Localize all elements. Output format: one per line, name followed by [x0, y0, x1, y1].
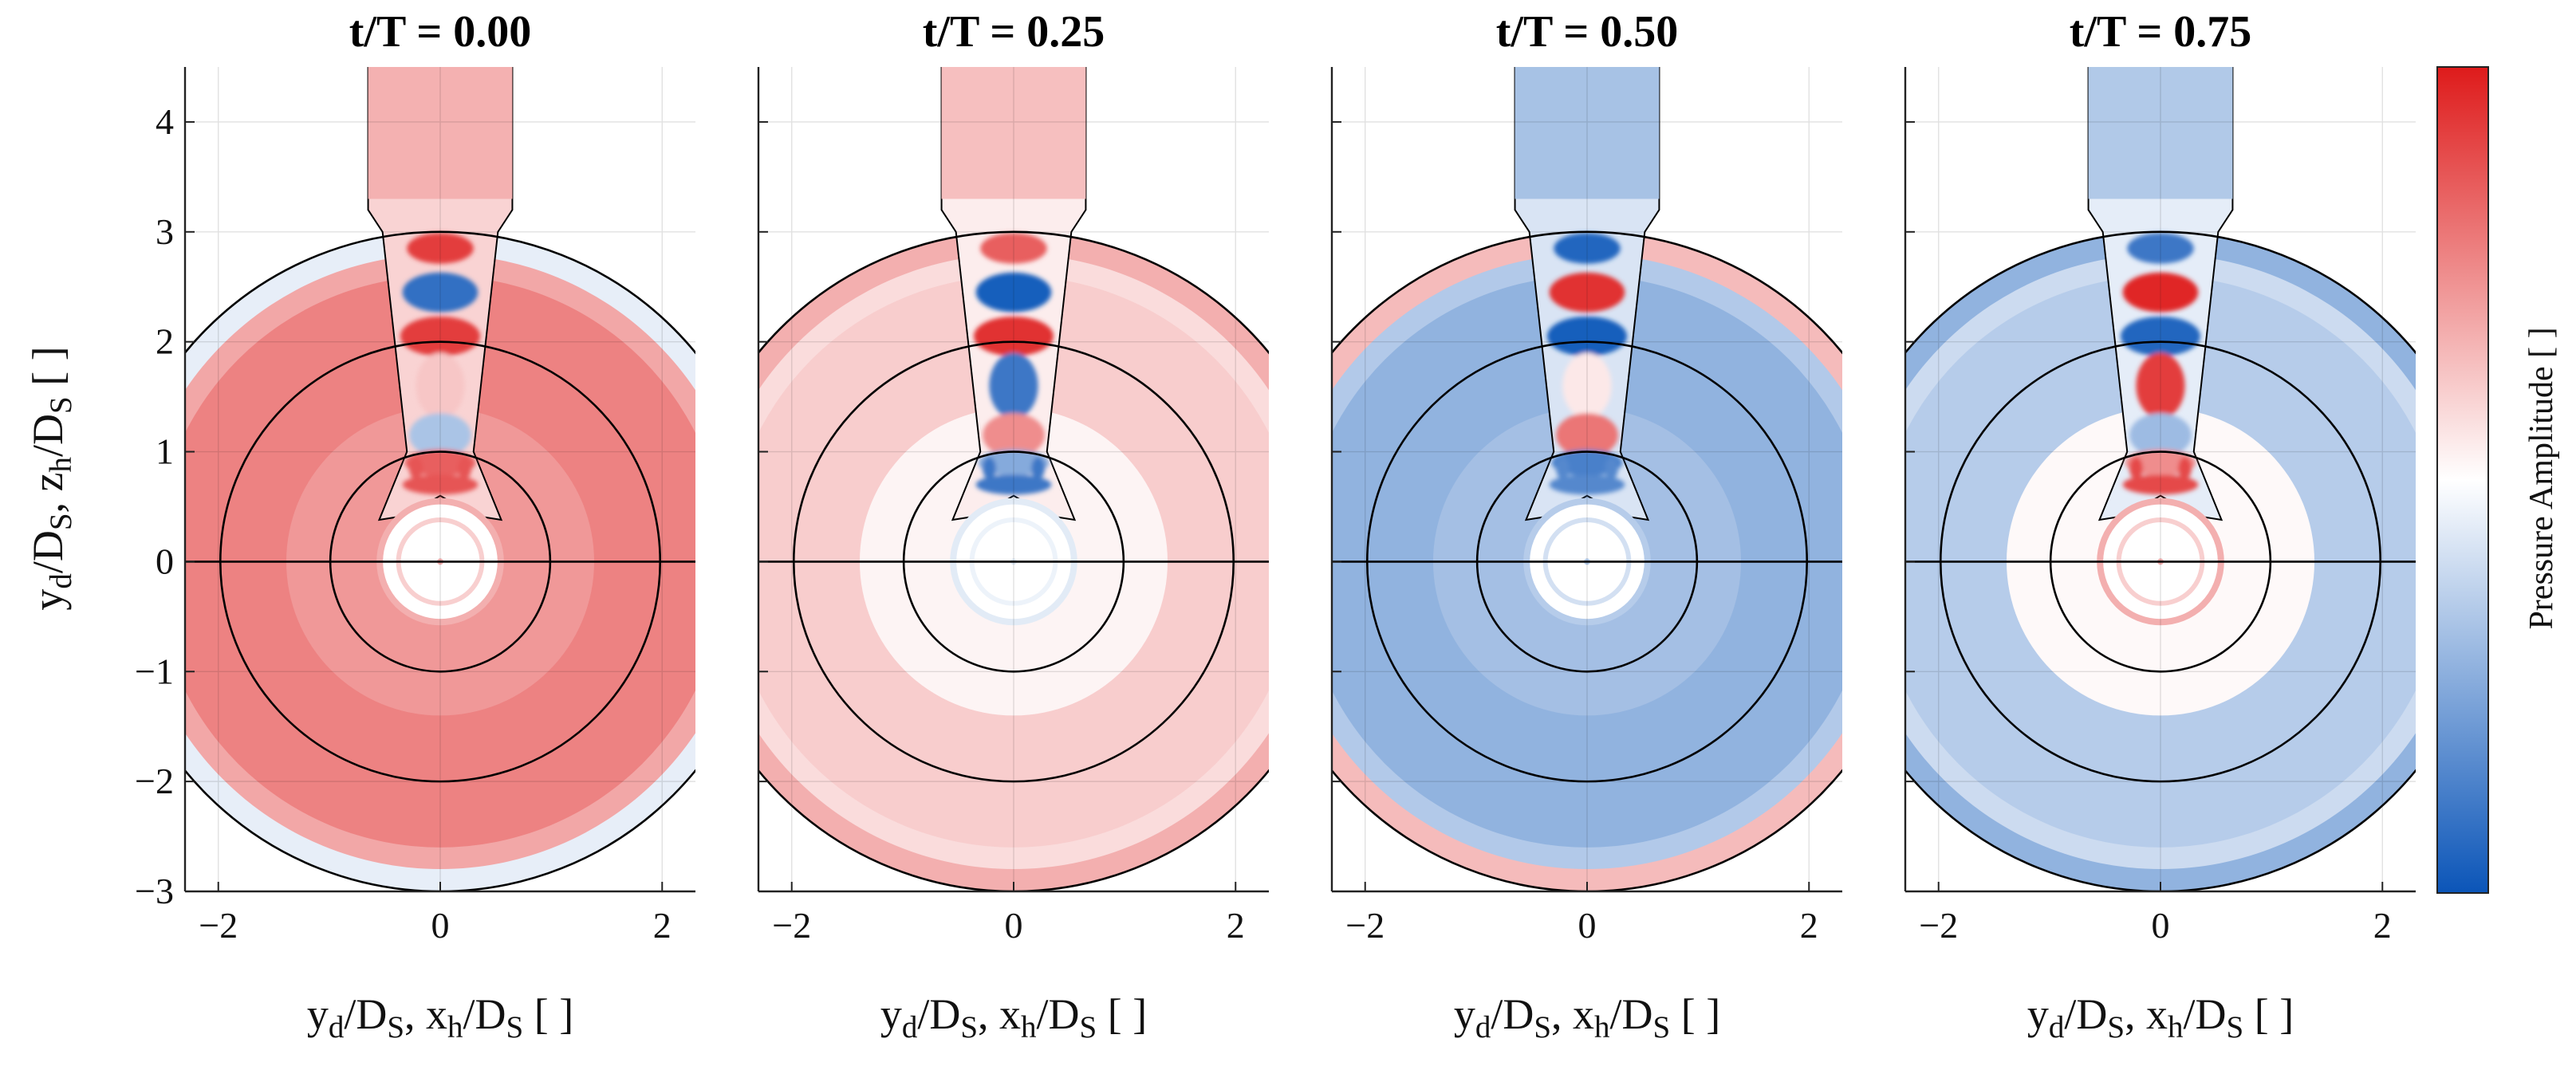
- x-tick-label: 0: [431, 905, 450, 946]
- y-tick-label: 2: [156, 321, 174, 362]
- x-axis-label: yd/DS, xh/DS [ ]: [880, 990, 1147, 1044]
- x-tick-label: −2: [772, 905, 811, 946]
- reference-circles: [185, 230, 695, 891]
- shear-layer-vortex: [2178, 457, 2192, 479]
- colorbar: Pressure Amplitude [ ]: [2436, 66, 2560, 894]
- panel-title: t/T = 0.75: [2070, 7, 2251, 57]
- x-tick-label: −2: [199, 905, 238, 946]
- shear-layer-vortex: [983, 457, 996, 479]
- y-axis-label: yd/DS, zh/DS [ ]: [24, 346, 78, 610]
- panel-title: t/T = 0.25: [923, 7, 1105, 57]
- reference-circle: [1905, 230, 2416, 891]
- x-tick-label: −2: [1919, 905, 1958, 946]
- panel-4: −2 0 2 t/T = 0.75 yd/DS, xh/DS [ ]: [1904, 7, 2416, 1044]
- colorbar-label: Pressure Amplitude [ ]: [2523, 327, 2560, 629]
- x-tick-label: 2: [2373, 905, 2392, 946]
- y-tick-label: 1: [156, 431, 174, 472]
- x-tick-label: 0: [2152, 905, 2170, 946]
- y-tick-label: −2: [135, 761, 174, 801]
- reference-circles: [758, 230, 1269, 891]
- y-tick-label: 0: [156, 541, 174, 581]
- reference-circle: [185, 230, 695, 891]
- panel-3: −2 0 2 t/T = 0.50 yd/DS, xh/DS [ ]: [1330, 7, 1842, 1044]
- panel-1: −2 0 2 4 3 2 1 0 −1 −2 −3 t/T = 0.00 yd/DS, xh/DS [ …: [135, 7, 695, 1044]
- shear-layer-vortex: [1031, 457, 1045, 479]
- reference-circles: [1332, 230, 1842, 891]
- reference-circle: [1332, 230, 1842, 891]
- x-axis-label: yd/DS, xh/DS [ ]: [307, 990, 573, 1044]
- x-tick-label: 0: [1005, 905, 1023, 946]
- x-tick-label: 2: [1800, 905, 1818, 946]
- x-tick-label: −2: [1345, 905, 1385, 946]
- reference-circle: [758, 230, 1269, 891]
- y-tick-label: −3: [135, 871, 174, 911]
- shear-layer-vortex: [458, 457, 471, 479]
- y-tick-label: −1: [135, 651, 174, 691]
- panel-title: t/T = 0.50: [1496, 7, 1678, 57]
- y-tick-label: 3: [156, 211, 174, 252]
- y-tick-label: 4: [156, 101, 174, 142]
- vortex-group: [1546, 233, 1628, 495]
- x-tick-label: 2: [653, 905, 672, 946]
- shear-layer-vortex: [1605, 457, 1618, 479]
- x-tick-label: 0: [1578, 905, 1597, 946]
- x-tick-label: 2: [1227, 905, 1245, 946]
- reference-circles: [1905, 230, 2416, 891]
- colorbar-gradient: [2436, 66, 2489, 894]
- shear-layer-vortex: [409, 457, 423, 479]
- shear-layer-vortex: [2129, 457, 2143, 479]
- shear-layer-vortex: [1556, 457, 1570, 479]
- panel-2: −2 0 2 t/T = 0.25 yd/DS, xh/DS [ ]: [757, 7, 1269, 1044]
- panel-title: t/T = 0.00: [349, 7, 531, 57]
- x-axis-label: yd/DS, xh/DS [ ]: [1454, 990, 1720, 1044]
- x-axis-label: yd/DS, xh/DS [ ]: [2027, 990, 2294, 1044]
